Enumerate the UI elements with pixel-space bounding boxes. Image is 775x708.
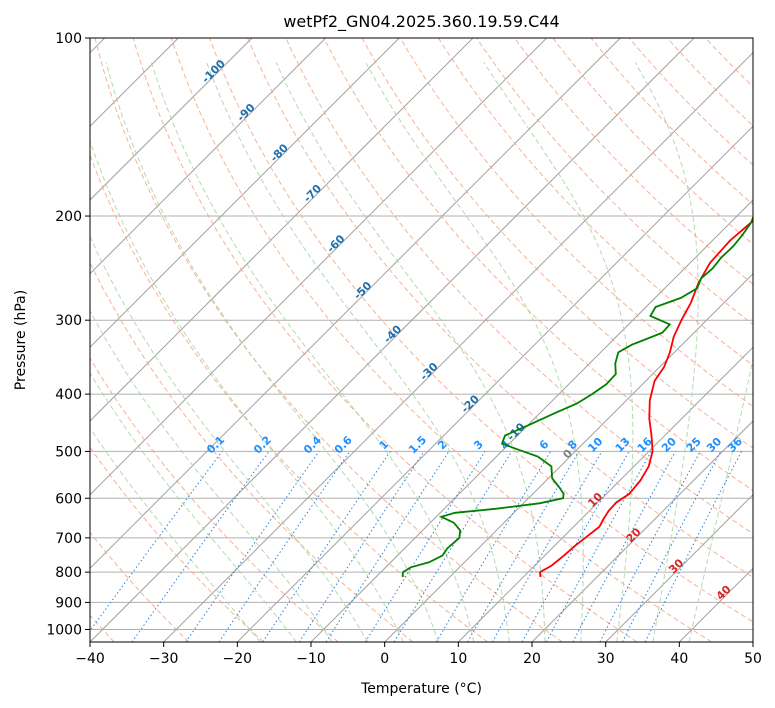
dewpoint-series-line (401, 214, 753, 577)
isotherm-line (163, 51, 753, 642)
dry-adiabat-line (399, 38, 753, 408)
x-tick-label: −20 (223, 651, 253, 667)
moist-adiabat-line (150, 62, 475, 642)
isotherm-line (90, 38, 327, 275)
isotherm-line (90, 38, 253, 201)
dry-adiabat-line (90, 357, 339, 642)
dry-adiabat-line (90, 531, 190, 642)
moist-adiabat-line (634, 62, 699, 642)
isotherm-line (384, 272, 753, 642)
dry-adiabat-lines (90, 38, 753, 642)
dry-adiabat-line (132, 38, 638, 642)
dry-adiabat-line (94, 38, 563, 642)
dry-adiabat-line (90, 261, 414, 642)
x-tick-label: 10 (449, 651, 467, 667)
mixing-ratio-line (467, 451, 580, 642)
x-tick-label: −10 (296, 651, 326, 667)
isotherm-line (457, 346, 753, 642)
temperature-series-line (539, 220, 753, 577)
moist-adiabat-line (105, 62, 439, 642)
mixing-ratio-line (364, 451, 486, 642)
y-tick-label: 1000 (46, 622, 82, 638)
y-tick-label: 400 (55, 387, 82, 403)
isotherm-lines (90, 38, 753, 642)
dry-adiabat-line (590, 38, 753, 206)
y-tick-label: 700 (55, 531, 82, 547)
dry-adiabat-line (170, 38, 712, 642)
moist-adiabat-lines (90, 62, 753, 642)
isotherm-line (605, 493, 753, 642)
y-tick-label: 500 (55, 444, 82, 460)
mixing-ratio-line (131, 451, 270, 642)
x-tick-label: 50 (744, 651, 762, 667)
dry-adiabat-line (247, 38, 753, 578)
isotherm-line (90, 38, 695, 642)
dry-adiabat-line (361, 38, 753, 449)
moist-adiabat-line (90, 235, 369, 642)
x-tick-label: −30 (149, 651, 179, 667)
mixing-ratio-line (393, 451, 513, 642)
pressure-gridlines (90, 38, 753, 630)
isotherm-line (90, 38, 548, 496)
mixing-ratio-line (545, 451, 652, 642)
x-tick-label: −40 (75, 651, 105, 667)
x-tick-label: 20 (523, 651, 541, 667)
dry-adiabat-line (437, 38, 753, 366)
dry-adiabat-line (90, 153, 488, 642)
dry-adiabat-line (552, 38, 753, 245)
moist-adiabat-line (90, 309, 333, 642)
moist-adiabat-line (206, 62, 510, 642)
x-tick-label: 30 (597, 651, 615, 667)
mixing-ratio-line (90, 451, 223, 632)
mixing-ratio-lines (90, 451, 742, 642)
x-axis-label: Temperature (°C) (360, 681, 482, 697)
mixing-ratio-line (572, 451, 676, 642)
dry-adiabat-line (285, 38, 753, 535)
isotherm-line (90, 38, 621, 570)
dry-adiabat-line (209, 38, 753, 623)
y-tick-label: 900 (55, 595, 82, 611)
x-axis-ticks: −40 −30 −20 −10 0 10 20 30 40 50 (75, 642, 762, 667)
y-tick-label: 200 (55, 209, 82, 225)
moist-adiabat-line (688, 356, 753, 642)
mixing-ratio-line (491, 451, 603, 642)
dry-adiabat-line (323, 38, 753, 492)
plot-frame (89, 37, 754, 643)
mixing-ratio-line (218, 451, 351, 642)
y-tick-label: 300 (55, 313, 82, 329)
chart-title: wetPf2_GN04.2025.360.19.59.C44 (283, 12, 559, 32)
x-tick-label: 40 (670, 651, 688, 667)
moist-adiabat-line (483, 62, 634, 642)
isotherm-line (531, 420, 753, 642)
mixing-ratio-line (435, 451, 552, 642)
y-tick-label: 100 (55, 31, 82, 47)
isotherm-line (236, 125, 753, 642)
moist-adiabat-line (275, 62, 546, 642)
y-tick-label: 600 (55, 491, 82, 507)
isotherm-line (90, 38, 400, 349)
y-axis-label: Pressure (hPa) (13, 290, 29, 390)
moist-adiabat-line (90, 372, 297, 642)
y-tick-label: 800 (55, 565, 82, 581)
y-axis-ticks: 100 200 300 400 500 600 700 800 900 1000 (46, 31, 90, 638)
moist-adiabat-line (365, 62, 584, 642)
x-tick-label: 0 (380, 651, 389, 667)
mixing-ratio-line (325, 451, 450, 642)
sounding-series (401, 214, 753, 577)
dry-adiabat-line (476, 38, 753, 326)
isotherm-line (90, 38, 474, 422)
